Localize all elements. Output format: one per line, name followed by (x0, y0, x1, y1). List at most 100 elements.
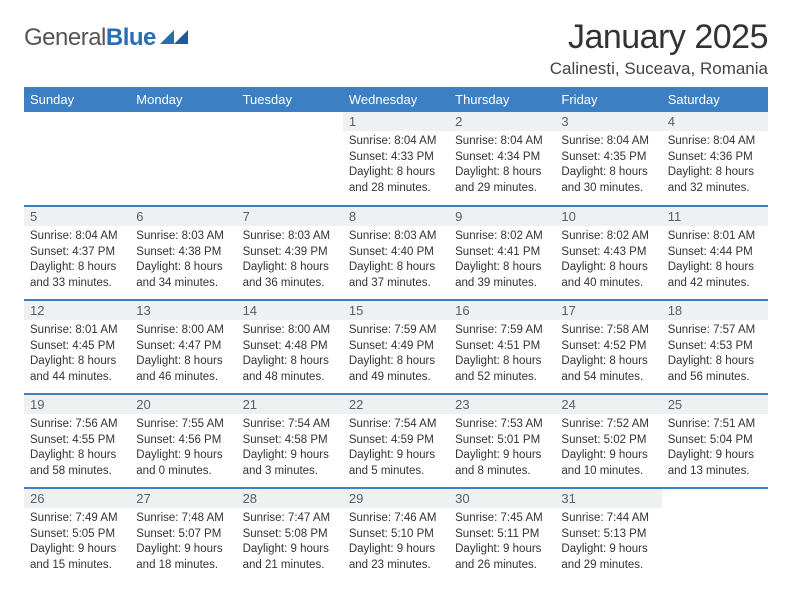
calendar-cell: 15Sunrise: 7:59 AMSunset: 4:49 PMDayligh… (343, 300, 449, 394)
calendar-cell: 4Sunrise: 8:04 AMSunset: 4:36 PMDaylight… (662, 112, 768, 206)
day-info: Sunrise: 7:52 AMSunset: 5:02 PMDaylight:… (555, 414, 661, 483)
logo-text: GeneralBlue (24, 24, 156, 52)
calendar-cell: 20Sunrise: 7:55 AMSunset: 4:56 PMDayligh… (130, 394, 236, 488)
day-number: 30 (449, 489, 555, 508)
calendar-cell: 1Sunrise: 8:04 AMSunset: 4:33 PMDaylight… (343, 112, 449, 206)
calendar-cell: 11Sunrise: 8:01 AMSunset: 4:44 PMDayligh… (662, 206, 768, 300)
day-number: 8 (343, 207, 449, 226)
day-number: 7 (237, 207, 343, 226)
calendar-cell: 14Sunrise: 8:00 AMSunset: 4:48 PMDayligh… (237, 300, 343, 394)
day-number: 28 (237, 489, 343, 508)
day-number: 26 (24, 489, 130, 508)
calendar-cell: 16Sunrise: 7:59 AMSunset: 4:51 PMDayligh… (449, 300, 555, 394)
day-number: 6 (130, 207, 236, 226)
weekday-row: SundayMondayTuesdayWednesdayThursdayFrid… (24, 87, 768, 112)
logo-mark-icon (160, 26, 188, 51)
day-number: 12 (24, 301, 130, 320)
logo-word2: Blue (106, 24, 156, 51)
weekday-header: Monday (130, 87, 236, 112)
calendar-cell (130, 112, 236, 206)
calendar-cell: 23Sunrise: 7:53 AMSunset: 5:01 PMDayligh… (449, 394, 555, 488)
day-info: Sunrise: 7:46 AMSunset: 5:10 PMDaylight:… (343, 508, 449, 577)
calendar-cell: 25Sunrise: 7:51 AMSunset: 5:04 PMDayligh… (662, 394, 768, 488)
calendar-cell: 10Sunrise: 8:02 AMSunset: 4:43 PMDayligh… (555, 206, 661, 300)
calendar-cell (237, 112, 343, 206)
calendar-row: 12Sunrise: 8:01 AMSunset: 4:45 PMDayligh… (24, 300, 768, 394)
day-info: Sunrise: 7:44 AMSunset: 5:13 PMDaylight:… (555, 508, 661, 577)
day-info: Sunrise: 8:04 AMSunset: 4:37 PMDaylight:… (24, 226, 130, 295)
day-info: Sunrise: 7:49 AMSunset: 5:05 PMDaylight:… (24, 508, 130, 577)
day-info: Sunrise: 8:03 AMSunset: 4:40 PMDaylight:… (343, 226, 449, 295)
calendar-cell: 29Sunrise: 7:46 AMSunset: 5:10 PMDayligh… (343, 488, 449, 582)
day-info: Sunrise: 7:51 AMSunset: 5:04 PMDaylight:… (662, 414, 768, 483)
day-number: 27 (130, 489, 236, 508)
day-info: Sunrise: 7:59 AMSunset: 4:49 PMDaylight:… (343, 320, 449, 389)
calendar-cell: 31Sunrise: 7:44 AMSunset: 5:13 PMDayligh… (555, 488, 661, 582)
day-number: 10 (555, 207, 661, 226)
day-info: Sunrise: 7:58 AMSunset: 4:52 PMDaylight:… (555, 320, 661, 389)
calendar-cell: 3Sunrise: 8:04 AMSunset: 4:35 PMDaylight… (555, 112, 661, 206)
day-info: Sunrise: 8:00 AMSunset: 4:48 PMDaylight:… (237, 320, 343, 389)
calendar-cell: 18Sunrise: 7:57 AMSunset: 4:53 PMDayligh… (662, 300, 768, 394)
calendar-cell: 27Sunrise: 7:48 AMSunset: 5:07 PMDayligh… (130, 488, 236, 582)
calendar-cell: 30Sunrise: 7:45 AMSunset: 5:11 PMDayligh… (449, 488, 555, 582)
calendar-cell: 8Sunrise: 8:03 AMSunset: 4:40 PMDaylight… (343, 206, 449, 300)
calendar-cell (662, 488, 768, 582)
day-number: 17 (555, 301, 661, 320)
day-info: Sunrise: 8:00 AMSunset: 4:47 PMDaylight:… (130, 320, 236, 389)
day-info: Sunrise: 7:56 AMSunset: 4:55 PMDaylight:… (24, 414, 130, 483)
calendar-cell (24, 112, 130, 206)
calendar-cell: 28Sunrise: 7:47 AMSunset: 5:08 PMDayligh… (237, 488, 343, 582)
calendar-cell: 21Sunrise: 7:54 AMSunset: 4:58 PMDayligh… (237, 394, 343, 488)
title-block: January 2025 Calinesti, Suceava, Romania (550, 18, 768, 79)
day-number: 20 (130, 395, 236, 414)
day-info: Sunrise: 8:04 AMSunset: 4:34 PMDaylight:… (449, 131, 555, 200)
day-info: Sunrise: 8:04 AMSunset: 4:36 PMDaylight:… (662, 131, 768, 200)
day-info: Sunrise: 8:04 AMSunset: 4:35 PMDaylight:… (555, 131, 661, 200)
day-number: 5 (24, 207, 130, 226)
day-number: 4 (662, 112, 768, 131)
day-info: Sunrise: 7:54 AMSunset: 4:59 PMDaylight:… (343, 414, 449, 483)
calendar-body: 1Sunrise: 8:04 AMSunset: 4:33 PMDaylight… (24, 112, 768, 582)
day-info: Sunrise: 7:57 AMSunset: 4:53 PMDaylight:… (662, 320, 768, 389)
day-info: Sunrise: 7:55 AMSunset: 4:56 PMDaylight:… (130, 414, 236, 483)
calendar-row: 1Sunrise: 8:04 AMSunset: 4:33 PMDaylight… (24, 112, 768, 206)
calendar-cell: 6Sunrise: 8:03 AMSunset: 4:38 PMDaylight… (130, 206, 236, 300)
day-number: 23 (449, 395, 555, 414)
header: GeneralBlue January 2025 Calinesti, Suce… (24, 18, 768, 79)
calendar-cell: 9Sunrise: 8:02 AMSunset: 4:41 PMDaylight… (449, 206, 555, 300)
calendar-row: 5Sunrise: 8:04 AMSunset: 4:37 PMDaylight… (24, 206, 768, 300)
calendar-cell: 7Sunrise: 8:03 AMSunset: 4:39 PMDaylight… (237, 206, 343, 300)
day-info: Sunrise: 8:01 AMSunset: 4:45 PMDaylight:… (24, 320, 130, 389)
calendar-cell: 2Sunrise: 8:04 AMSunset: 4:34 PMDaylight… (449, 112, 555, 206)
page: GeneralBlue January 2025 Calinesti, Suce… (0, 0, 792, 612)
weekday-header: Sunday (24, 87, 130, 112)
day-number: 29 (343, 489, 449, 508)
day-number: 3 (555, 112, 661, 131)
weekday-header: Friday (555, 87, 661, 112)
day-number: 13 (130, 301, 236, 320)
day-number: 11 (662, 207, 768, 226)
day-number: 16 (449, 301, 555, 320)
calendar-row: 26Sunrise: 7:49 AMSunset: 5:05 PMDayligh… (24, 488, 768, 582)
day-number: 24 (555, 395, 661, 414)
day-info: Sunrise: 7:54 AMSunset: 4:58 PMDaylight:… (237, 414, 343, 483)
day-info: Sunrise: 8:03 AMSunset: 4:39 PMDaylight:… (237, 226, 343, 295)
calendar-cell: 19Sunrise: 7:56 AMSunset: 4:55 PMDayligh… (24, 394, 130, 488)
day-info: Sunrise: 8:02 AMSunset: 4:43 PMDaylight:… (555, 226, 661, 295)
day-info: Sunrise: 7:45 AMSunset: 5:11 PMDaylight:… (449, 508, 555, 577)
day-info: Sunrise: 8:02 AMSunset: 4:41 PMDaylight:… (449, 226, 555, 295)
day-number: 21 (237, 395, 343, 414)
calendar-cell: 5Sunrise: 8:04 AMSunset: 4:37 PMDaylight… (24, 206, 130, 300)
day-number: 2 (449, 112, 555, 131)
day-number: 1 (343, 112, 449, 131)
day-number: 19 (24, 395, 130, 414)
day-info: Sunrise: 8:01 AMSunset: 4:44 PMDaylight:… (662, 226, 768, 295)
day-number: 22 (343, 395, 449, 414)
day-info: Sunrise: 7:47 AMSunset: 5:08 PMDaylight:… (237, 508, 343, 577)
weekday-header: Tuesday (237, 87, 343, 112)
day-number: 25 (662, 395, 768, 414)
weekday-header: Wednesday (343, 87, 449, 112)
day-number: 15 (343, 301, 449, 320)
weekday-header: Saturday (662, 87, 768, 112)
